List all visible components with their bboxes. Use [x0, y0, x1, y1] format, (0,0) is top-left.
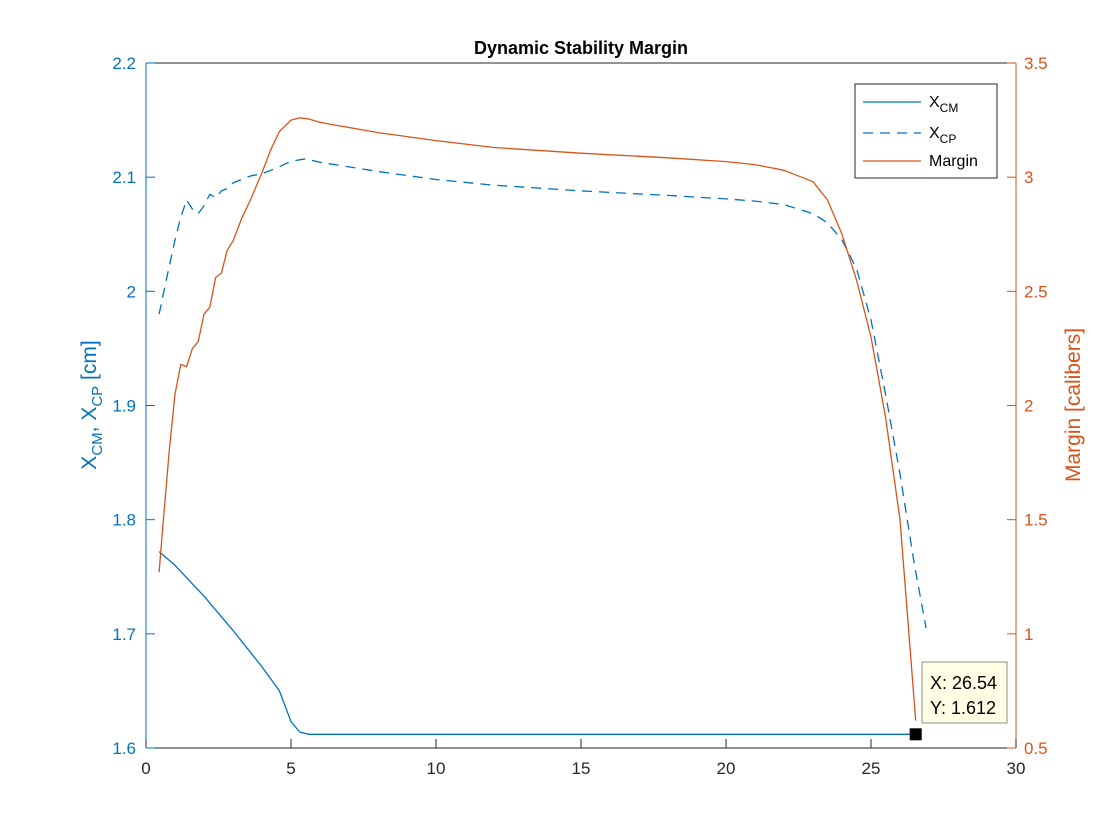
- ylabel-xcm-base: X: [78, 456, 101, 470]
- x-tick-label: 10: [427, 759, 446, 778]
- left-y-tick-label: 1.9: [112, 397, 136, 416]
- legend[interactable]: XCM XCP Margin: [854, 83, 998, 179]
- x-tick-label: 0: [141, 759, 150, 778]
- right-y-tick-label: 2.5: [1024, 282, 1048, 301]
- left-y-tick-layer: 1.6 1.7 1.8 1.9 2 2.1 2.2: [112, 54, 155, 758]
- right-y-axis-label: Margin [calibers]: [1062, 328, 1085, 482]
- legend-box: [854, 83, 998, 179]
- datatip[interactable]: X: 26.54 Y: 1.612: [909, 661, 1008, 741]
- datatip-marker[interactable]: [909, 728, 922, 741]
- left-y-tick-label: 1.6: [112, 739, 136, 758]
- ylabel-separator: ,: [78, 421, 101, 433]
- chart-title: Dynamic Stability Margin: [474, 38, 688, 58]
- legend-xcp-base: X: [929, 125, 940, 142]
- left-y-axis-label: XCM, XCP [cm]: [78, 340, 106, 469]
- x-tick-layer: 0 5 10 15 20 25 30: [141, 739, 1025, 778]
- datatip-y-value: Y: 1.612: [930, 698, 996, 718]
- left-y-tick-label: 2.1: [112, 168, 136, 187]
- ylabel-xcp-base: X: [78, 407, 101, 421]
- right-y-tick-label: 2: [1024, 397, 1033, 416]
- x-tick-label: 30: [1007, 759, 1026, 778]
- legend-label-xcp: XCP: [929, 125, 956, 146]
- right-y-tick-label: 3: [1024, 168, 1033, 187]
- right-y-tick-label: 1: [1024, 625, 1033, 644]
- series-line-margin: [158, 117, 917, 721]
- right-y-tick-label: 0.5: [1024, 739, 1048, 758]
- ylabel-xcm-sub: CM: [89, 432, 106, 455]
- x-tick-label: 20: [717, 759, 736, 778]
- legend-xcp-sub: CP: [940, 132, 957, 146]
- x-tick-label: 25: [862, 759, 881, 778]
- left-y-tick-label: 2: [127, 282, 136, 301]
- right-y-tick-layer: 0.5 1 1.5 2 2.5 3 3.5: [1007, 54, 1048, 758]
- series-line-x-cm: [158, 551, 916, 735]
- series-line-x-cp: [158, 158, 927, 629]
- legend-xcm-base: X: [929, 94, 940, 111]
- legend-label-margin: Margin: [929, 153, 978, 170]
- legend-xcm-sub: CM: [940, 101, 959, 115]
- left-y-tick-label: 1.8: [112, 511, 136, 530]
- right-y-tick-label: 3.5: [1024, 54, 1048, 73]
- legend-label-xcm: XCM: [929, 94, 958, 115]
- datatip-x-value: X: 26.54: [930, 673, 997, 693]
- left-y-tick-label: 2.2: [112, 54, 136, 73]
- right-y-tick-label: 1.5: [1024, 511, 1048, 530]
- datatip-box: [921, 661, 1008, 724]
- left-y-tick-label: 1.7: [112, 625, 136, 644]
- x-tick-label: 5: [286, 759, 295, 778]
- ylabel-unit: [cm]: [78, 340, 101, 386]
- x-tick-label: 15: [572, 759, 591, 778]
- ylabel-xcp-sub: CP: [89, 386, 106, 407]
- series-layer: [158, 117, 927, 735]
